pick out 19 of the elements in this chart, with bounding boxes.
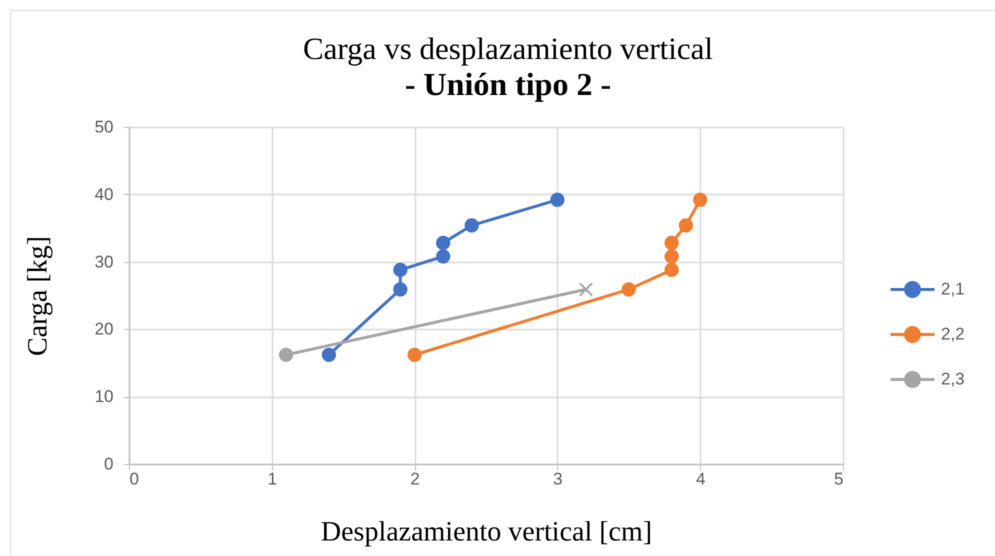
x-tick-label: 2 bbox=[410, 470, 420, 488]
legend-label: 2,1 bbox=[941, 280, 965, 298]
x-tick-label: 3 bbox=[553, 470, 563, 488]
chart-subtitle: - Unión tipo 2 - bbox=[404, 66, 612, 102]
x-tick-label: 4 bbox=[696, 470, 706, 488]
legend-label: 2,3 bbox=[941, 370, 965, 388]
y-tick-label: 20 bbox=[94, 320, 114, 339]
y-tick-label: 40 bbox=[94, 184, 114, 204]
x-axis-title: Desplazamiento vertical [cm] bbox=[320, 516, 652, 548]
x-tick-label: 1 bbox=[268, 470, 278, 488]
y-tick-label: 10 bbox=[94, 387, 114, 406]
y-tick-label: 50 bbox=[94, 118, 114, 136]
x-tick-label: 5 bbox=[834, 470, 844, 488]
y-axis-title: Carga [kg] bbox=[22, 236, 54, 356]
legend-label: 2,2 bbox=[941, 324, 965, 344]
chart-title: Carga vs desplazamiento vertical bbox=[302, 31, 714, 66]
y-tick-label: 0 bbox=[104, 454, 114, 474]
x-tick-label: 0 bbox=[130, 470, 139, 488]
y-tick-label: 30 bbox=[94, 252, 114, 272]
